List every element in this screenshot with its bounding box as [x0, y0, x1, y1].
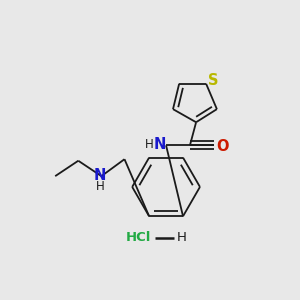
Text: N: N [94, 168, 106, 183]
Text: N: N [154, 137, 166, 152]
Text: S: S [208, 73, 218, 88]
Text: H: H [95, 180, 104, 193]
Text: O: O [216, 139, 229, 154]
Text: H: H [145, 138, 154, 151]
Text: H: H [176, 231, 186, 244]
Text: HCl: HCl [126, 231, 151, 244]
